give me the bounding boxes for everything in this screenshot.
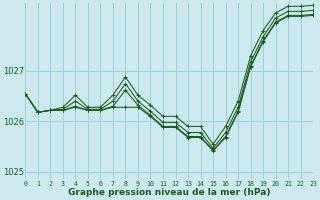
X-axis label: Graphe pression niveau de la mer (hPa): Graphe pression niveau de la mer (hPa)	[68, 188, 270, 197]
